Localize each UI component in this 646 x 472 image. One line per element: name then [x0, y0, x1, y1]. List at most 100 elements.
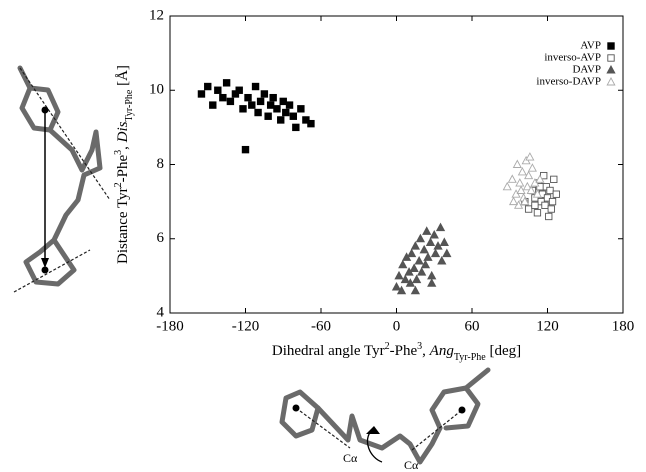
- point: [411, 274, 422, 284]
- point: [427, 270, 437, 280]
- molecule-left: [13, 65, 111, 293]
- point: [214, 86, 222, 94]
- point: [297, 105, 305, 113]
- point: [197, 90, 206, 98]
- point: [552, 190, 560, 198]
- point: [435, 222, 446, 232]
- point: [254, 108, 262, 117]
- point: [244, 93, 252, 102]
- point: [535, 174, 545, 183]
- point: [406, 248, 417, 258]
- y-axis-label-part: 3: [113, 150, 124, 155]
- x-axis-label-part: [deg]: [486, 343, 521, 359]
- legend-marker: [607, 54, 615, 62]
- point: [264, 112, 272, 120]
- point: [429, 229, 439, 239]
- legend-label: inverso-DAVP: [536, 76, 601, 88]
- point: [235, 86, 243, 94]
- point: [266, 101, 275, 109]
- point: [533, 209, 542, 217]
- y-axis-label-part: Tyr-Phe: [124, 89, 135, 121]
- point: [442, 248, 452, 258]
- point: [425, 237, 436, 246]
- legend-marker: [606, 64, 616, 74]
- y-axis-label-part: ,: [115, 142, 131, 150]
- x-axis-label-part: Dihedral angle Tyr: [272, 343, 385, 359]
- molecule-bottom: Cα Cα: [279, 367, 491, 472]
- point: [420, 259, 431, 269]
- y-axis-label-part: [Å]: [115, 65, 131, 90]
- point: [517, 166, 527, 176]
- point: [396, 285, 407, 295]
- point: [410, 241, 421, 250]
- y-tick-label: 6: [157, 230, 165, 246]
- point: [409, 263, 419, 272]
- point: [256, 97, 265, 106]
- y-tick-label: 8: [157, 156, 165, 172]
- point: [248, 101, 256, 109]
- annotation: Cα: [404, 458, 419, 472]
- point: [239, 105, 247, 113]
- point: [546, 186, 554, 195]
- y-axis-label: Distance Tyr2-Phe3, DisTyr-Phe [Å]: [113, 65, 135, 264]
- point: [419, 244, 429, 254]
- point: [398, 259, 408, 269]
- point: [516, 185, 526, 194]
- point: [524, 205, 533, 213]
- point: [536, 183, 544, 191]
- annotation: Cα: [343, 451, 358, 465]
- point: [522, 181, 532, 191]
- point: [391, 281, 402, 291]
- point: [547, 205, 555, 213]
- point: [394, 270, 404, 280]
- x-tick-label: -60: [311, 318, 331, 334]
- point: [507, 174, 517, 183]
- x-tick-label: 0: [393, 318, 401, 334]
- point: [292, 123, 300, 132]
- legend-marker: [607, 42, 615, 50]
- point: [423, 252, 433, 261]
- point: [545, 212, 553, 221]
- point: [439, 237, 449, 246]
- point: [524, 170, 534, 180]
- point: [273, 105, 281, 113]
- point: [226, 97, 235, 106]
- point: [307, 119, 315, 128]
- x-tick-label: 60: [465, 318, 480, 334]
- x-axis-label: Dihedral angle Tyr2-Phe3, AngTyr-Phe [de…: [272, 341, 521, 363]
- x-axis-label-part: Tyr-Phe: [454, 352, 486, 363]
- point: [508, 196, 519, 206]
- series: [502, 152, 545, 209]
- y-tick-label: 12: [149, 7, 164, 23]
- point: [437, 255, 447, 265]
- point: [417, 267, 427, 276]
- point: [526, 185, 536, 194]
- point: [277, 116, 285, 124]
- x-axis-label-part: ,: [422, 343, 430, 359]
- x-tick-label: -180: [156, 318, 184, 334]
- point: [548, 197, 557, 206]
- point: [400, 274, 410, 284]
- point: [502, 181, 512, 191]
- series: [391, 222, 452, 295]
- point: [422, 226, 432, 235]
- legend-label: DAVP: [572, 64, 601, 76]
- point: [532, 189, 542, 198]
- point: [302, 116, 310, 124]
- point: [410, 285, 421, 295]
- y-axis-label-part: -Phe: [115, 155, 131, 183]
- point: [204, 82, 212, 91]
- x-axis-label-part: 3: [417, 341, 422, 352]
- series: [197, 79, 315, 154]
- point: [427, 278, 437, 287]
- point: [430, 248, 441, 258]
- point: [231, 90, 240, 98]
- x-axis-label-part: Ang: [429, 343, 455, 359]
- point: [541, 201, 549, 209]
- point: [209, 101, 217, 109]
- x-axis-label-part: 2: [385, 341, 390, 352]
- y-tick-label: 4: [157, 304, 165, 320]
- point: [531, 201, 539, 209]
